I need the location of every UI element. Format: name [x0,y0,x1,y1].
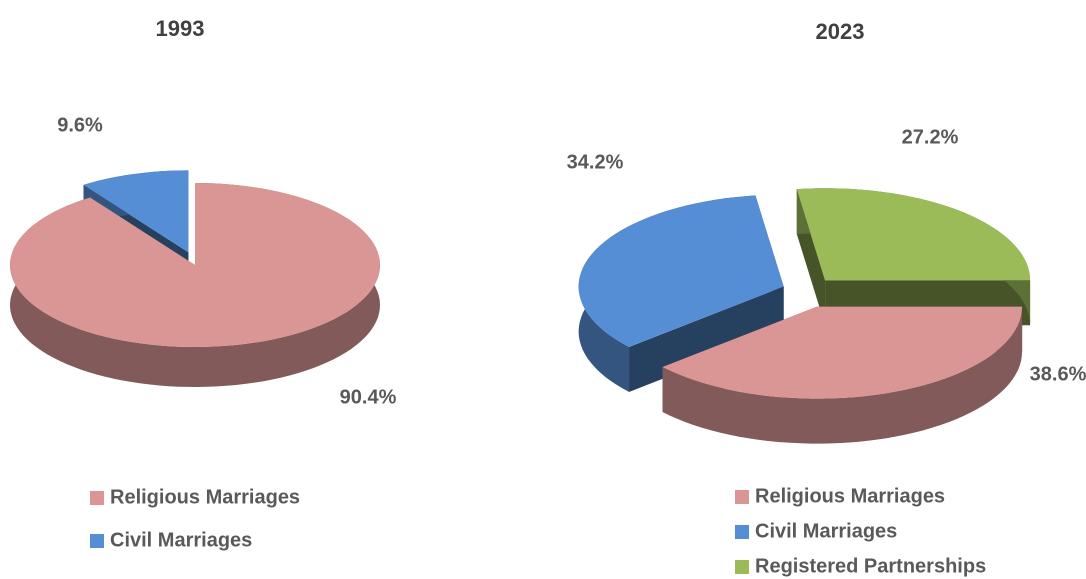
legend-swatch [735,490,749,504]
slice [796,188,1031,281]
legend-label: Religious Marriages [110,486,300,508]
slice [578,195,784,347]
slice [83,170,189,253]
data-label: 34.2% [567,151,624,173]
pie [10,170,380,387]
legend-label: Religious Marriages [755,485,945,507]
slice [10,183,380,347]
data-label: 90.4% [340,386,397,408]
legend-swatch [90,491,104,505]
chart-title: 1993 [156,16,205,41]
legend-swatch [735,560,749,574]
legend-swatch [90,534,104,548]
slice [662,306,1023,399]
pie [578,188,1031,444]
data-label: 38.6% [1030,363,1086,385]
chart-title: 2023 [816,19,865,44]
legend-label: Registered Partnerships [755,555,986,577]
slice-side [662,306,1023,444]
legend-label: Civil Marriages [110,529,252,551]
data-label: 9.6% [57,114,103,136]
data-label: 27.2% [902,126,959,148]
legend-label: Civil Marriages [755,520,897,542]
legend-swatch [735,525,749,539]
